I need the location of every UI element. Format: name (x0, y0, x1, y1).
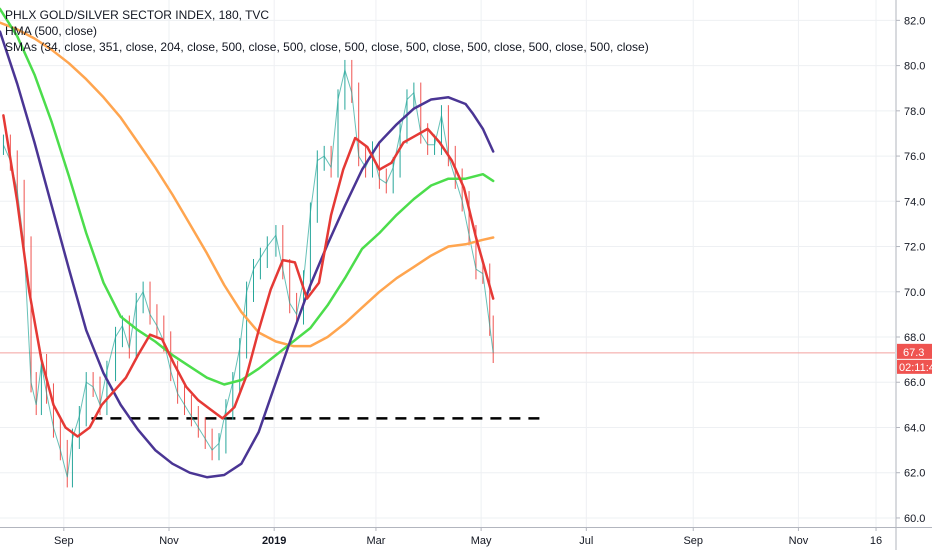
x-tick-label: 16 (870, 535, 882, 547)
countdown-tag-text: 02:11:4 (899, 362, 932, 374)
y-tick-label: 74.0 (904, 196, 925, 208)
sma-orange-series (0, 21, 495, 348)
y-tick-label: 68.0 (904, 332, 925, 344)
x-tick-label: Jul (579, 535, 593, 547)
y-tick-label: 80.0 (904, 61, 925, 73)
countdown-tag (897, 359, 932, 374)
hma-series (0, 30, 495, 479)
hma-legend-label[interactable]: HMA (500, close) (5, 24, 98, 38)
sma-red-series (2, 114, 495, 438)
y-tick-label: 72.0 (904, 242, 925, 254)
chart-title: PHLX GOLD/SILVER SECTOR INDEX, 180, TVC (5, 8, 270, 22)
x-tick-label: Sep (54, 535, 74, 547)
last-price-tag-text: 67.3 (903, 347, 924, 359)
x-tick-label: Sep (683, 535, 703, 547)
x-tick-label: Mar (366, 535, 385, 547)
y-tick-label: 70.0 (904, 287, 925, 299)
y-tick-label: 66.0 (904, 377, 925, 389)
y-tick-label: 78.0 (904, 106, 925, 118)
price-series (2, 68, 494, 478)
y-tick-label: 64.0 (904, 422, 925, 434)
last-price-tag (897, 343, 932, 359)
y-tick-label: 60.0 (904, 513, 925, 525)
y-tick-label: 76.0 (904, 151, 925, 163)
x-tick-label: 2019 (262, 535, 286, 547)
y-tick-label: 62.0 (904, 468, 925, 480)
y-tick-label: 82.0 (904, 15, 925, 27)
x-tick-label: Nov (789, 535, 809, 547)
chart-legend: PHLX GOLD/SILVER SECTOR INDEX, 180, TVC … (5, 7, 649, 55)
x-tick-label: Nov (159, 535, 179, 547)
x-tick-label: May (471, 535, 492, 547)
sma-green-series (0, 7, 495, 386)
smas-legend-label[interactable]: SMAs (34, close, 351, close, 204, close,… (5, 40, 649, 54)
